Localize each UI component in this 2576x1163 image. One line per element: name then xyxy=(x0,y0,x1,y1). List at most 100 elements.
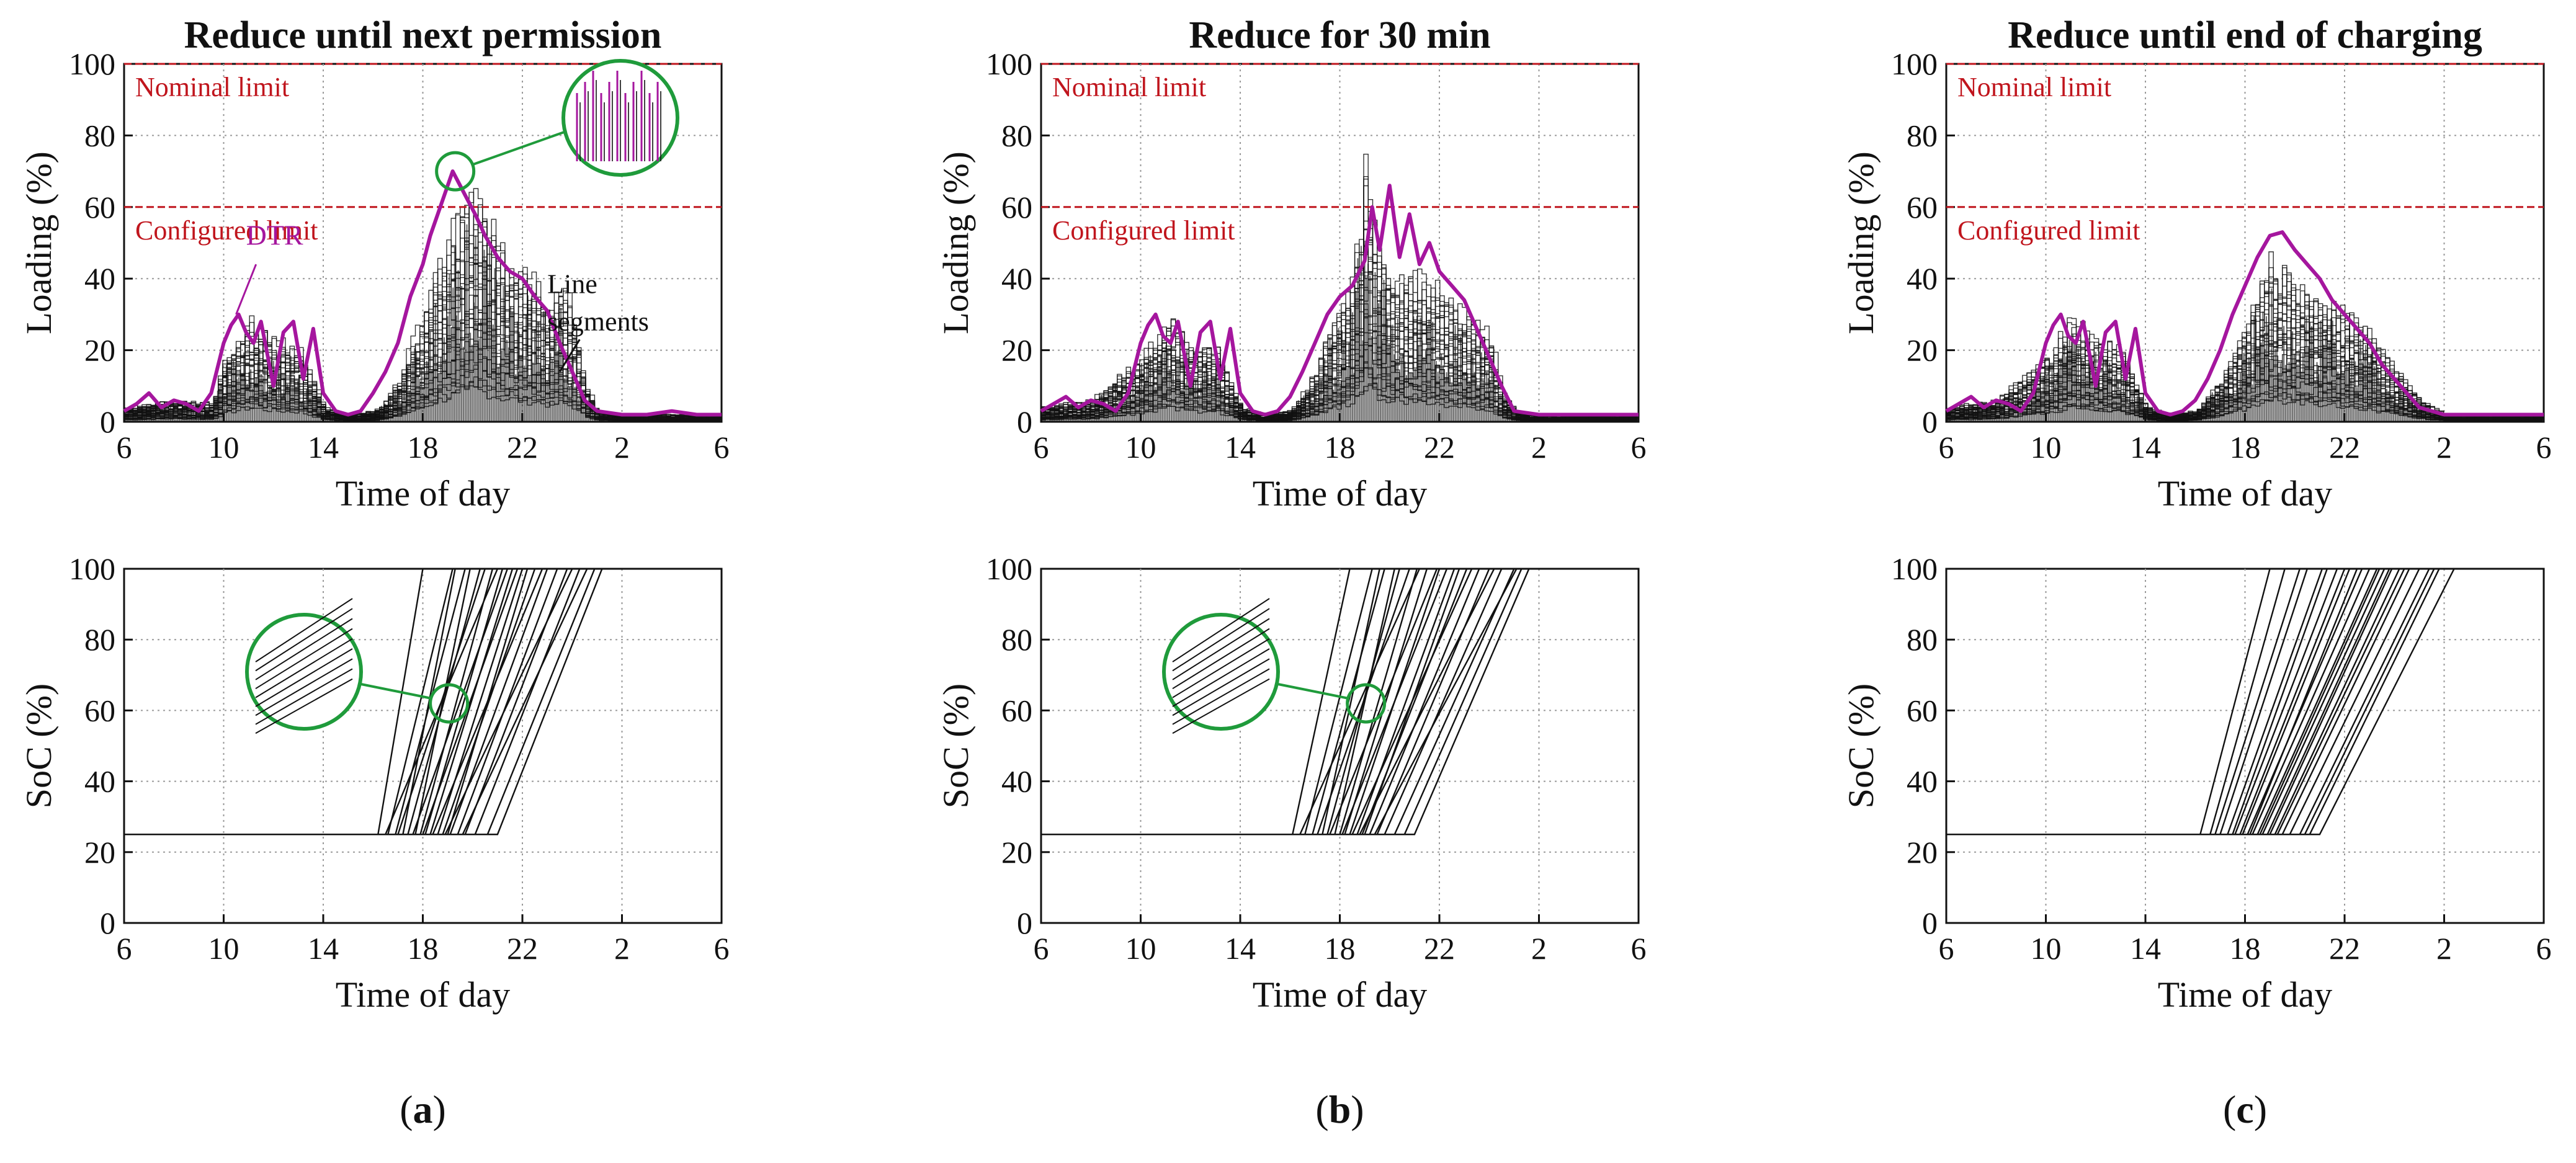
y-tick-label: 60 xyxy=(1001,190,1032,225)
y-tick-label: 100 xyxy=(69,47,115,81)
x-tick-label: 14 xyxy=(2130,430,2161,465)
configured-limit-label: Configured limit xyxy=(135,215,318,246)
dtr-pointer xyxy=(235,264,257,315)
dtr-annotation: DTR xyxy=(246,219,303,251)
x-tick-label: 22 xyxy=(507,430,538,465)
x-tick-label: 6 xyxy=(117,430,132,465)
x-tick-label: 6 xyxy=(1631,430,1647,465)
zoom-inset-line xyxy=(1172,658,1270,716)
x-tick-label: 18 xyxy=(2230,931,2261,966)
y-tick-label: 40 xyxy=(1001,261,1032,296)
x-tick-label: 22 xyxy=(2329,430,2360,465)
zoom-connector xyxy=(360,683,432,700)
x-tick-label: 2 xyxy=(2436,430,2452,465)
nominal-limit-label: Nominal limit xyxy=(135,72,289,102)
x-axis-label: Time of day xyxy=(1253,473,1427,514)
x-tick-label: 22 xyxy=(1424,931,1455,966)
configured-limit-label: Configured limit xyxy=(1052,215,1235,246)
zoom-inset-line xyxy=(255,658,353,716)
y-tick-label: 20 xyxy=(1907,333,1938,368)
zoom-inset-line xyxy=(1172,668,1270,725)
y-axis-label: Loading (%) xyxy=(19,151,59,334)
y-tick-label: 0 xyxy=(1017,404,1032,439)
x-tick-label: 18 xyxy=(408,430,439,465)
soc-vehicle-line xyxy=(1041,568,1639,835)
x-tick-label: 22 xyxy=(2329,931,2360,966)
y-tick-label: 60 xyxy=(84,693,115,728)
y-axis-label: SoC (%) xyxy=(936,684,976,808)
y-tick-label: 60 xyxy=(1001,693,1032,728)
zoom-inset-circle xyxy=(1162,613,1280,731)
x-tick-label: 6 xyxy=(1034,931,1049,966)
y-axis-label: SoC (%) xyxy=(19,684,59,808)
x-tick-label: 14 xyxy=(308,931,339,966)
zoom-connector xyxy=(1277,683,1349,700)
zoom-inset-line xyxy=(255,638,353,698)
x-axis-label: Time of day xyxy=(1253,974,1427,1015)
chart-title: Reduce for 30 min xyxy=(1189,14,1490,56)
y-tick-label: 20 xyxy=(84,333,115,368)
y-tick-label: 0 xyxy=(1017,906,1032,940)
panel-label-a: (a) xyxy=(400,1087,446,1131)
y-tick-label: 60 xyxy=(1907,190,1938,225)
y-tick-label: 80 xyxy=(84,622,115,657)
x-tick-label: 14 xyxy=(1225,931,1256,966)
y-axis-label: Loading (%) xyxy=(936,151,976,334)
x-tick-label: 10 xyxy=(1125,430,1156,465)
zoom-inset-line xyxy=(1172,608,1270,672)
chart-title: Reduce until next permission xyxy=(184,14,662,56)
segments-pointer xyxy=(558,339,581,373)
y-tick-label: 60 xyxy=(1907,693,1938,728)
y-tick-label: 40 xyxy=(1907,764,1938,799)
x-tick-label: 10 xyxy=(208,430,239,465)
x-axis-label: Time of day xyxy=(336,473,510,514)
y-tick-label: 40 xyxy=(84,764,115,799)
x-tick-label: 6 xyxy=(714,931,730,966)
panel-label-c: (c) xyxy=(2223,1087,2267,1131)
x-tick-label: 6 xyxy=(1631,931,1647,966)
x-tick-label: 6 xyxy=(1939,430,1954,465)
y-tick-label: 0 xyxy=(100,906,115,940)
y-tick-label: 80 xyxy=(84,118,115,153)
y-tick-label: 80 xyxy=(1001,622,1032,657)
y-axis-label: SoC (%) xyxy=(1841,684,1881,808)
panel-label-b: (b) xyxy=(1315,1087,1364,1131)
x-axis-label: Time of day xyxy=(2158,974,2332,1015)
x-tick-label: 22 xyxy=(1424,430,1455,465)
x-tick-label: 14 xyxy=(1225,430,1256,465)
zoom-inset-line xyxy=(1172,598,1270,662)
y-tick-label: 100 xyxy=(1891,551,1938,586)
zoom-inset-line xyxy=(1172,638,1270,698)
soc-vehicle-line xyxy=(124,568,722,835)
y-tick-label: 40 xyxy=(1907,261,1938,296)
x-tick-label: 14 xyxy=(308,430,339,465)
y-tick-label: 20 xyxy=(1907,835,1938,870)
y-axis-label: Loading (%) xyxy=(1841,151,1881,334)
y-tick-label: 20 xyxy=(1001,835,1032,870)
y-tick-label: 100 xyxy=(986,47,1032,81)
dtr-series-line xyxy=(1040,184,1639,417)
zoom-marker xyxy=(1346,683,1387,724)
y-tick-label: 40 xyxy=(1001,764,1032,799)
y-tick-label: 0 xyxy=(100,404,115,439)
x-tick-label: 10 xyxy=(1125,931,1156,966)
line-segment-spikes xyxy=(1946,288,2544,422)
x-tick-label: 6 xyxy=(2536,931,2552,966)
zoom-marker xyxy=(429,683,470,724)
y-tick-label: 20 xyxy=(1001,333,1032,368)
segments-annotation-line2: segments xyxy=(547,306,649,337)
x-axis-label: Time of day xyxy=(336,974,510,1015)
zoom-inset-line xyxy=(255,608,353,672)
plot-frame xyxy=(1945,568,2545,924)
x-tick-label: 6 xyxy=(1034,430,1049,465)
y-tick-label: 0 xyxy=(1922,404,1938,439)
zoom-inset-line xyxy=(1172,628,1270,690)
chart-title: Reduce until end of charging xyxy=(2008,14,2482,56)
zoom-inset-line xyxy=(255,668,353,725)
